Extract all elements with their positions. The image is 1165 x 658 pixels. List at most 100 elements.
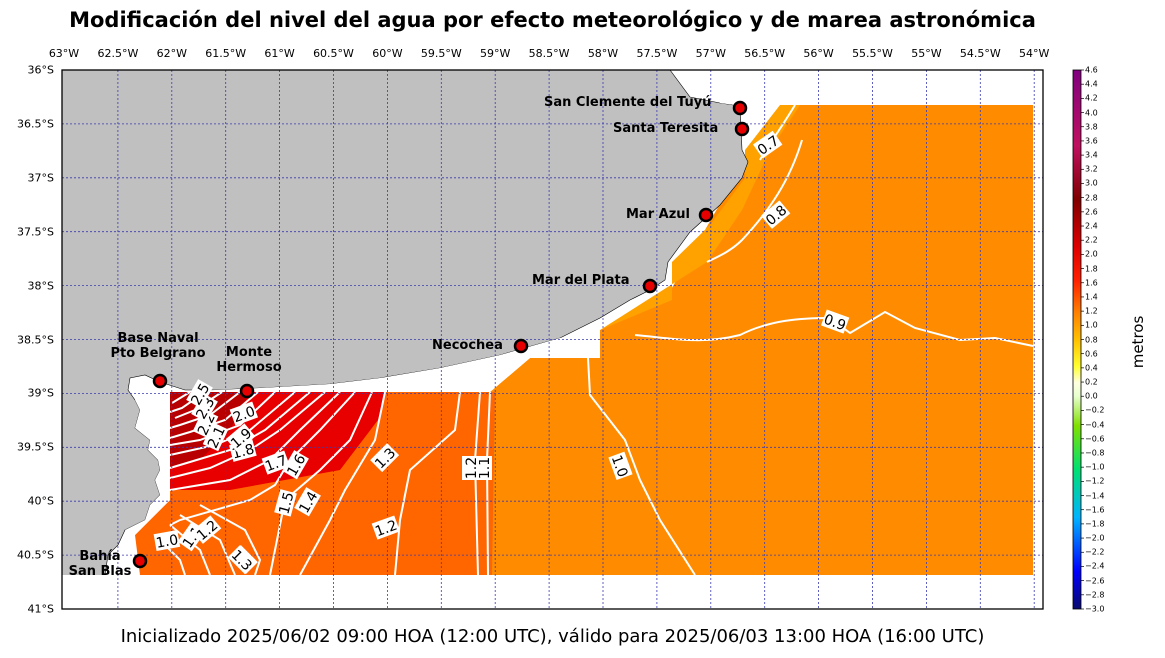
lat-tick-label: 37°S xyxy=(27,171,54,185)
nodata-north-east xyxy=(690,70,1043,135)
lat-tick-label: 41°S xyxy=(27,602,54,616)
contour-label: 0.9 xyxy=(820,309,850,335)
colorbar-tick-label: −0.6 xyxy=(1085,434,1105,444)
colorbar-tick-label: −1.6 xyxy=(1085,505,1105,515)
contour-label: 1.2 xyxy=(371,515,401,541)
colorbar-tick-label: 3.6 xyxy=(1085,136,1098,146)
lon-tick-label: 56.5°W xyxy=(744,47,786,60)
contour-label: 1.2 xyxy=(462,456,480,480)
station-markers xyxy=(132,100,750,569)
lon-tick-label: 54°W xyxy=(1019,47,1050,60)
colorbar-tick-label: 4.4 xyxy=(1085,79,1098,89)
lon-tick-label: 62.5°W xyxy=(97,47,139,60)
colorbar-tick-label: 2.8 xyxy=(1085,193,1098,203)
station-name: Base Naval Pto Belgrano xyxy=(110,331,206,361)
lat-tick-label: 38°S xyxy=(27,279,54,293)
svg-text:1.0: 1.0 xyxy=(608,453,631,479)
lon-tick-label: 56°W xyxy=(803,47,834,60)
lat-tick-label: 40°S xyxy=(27,494,54,508)
lat-tick-label: 39.5°S xyxy=(17,440,54,454)
svg-text:1.2: 1.2 xyxy=(464,457,480,479)
lon-tick-label: 61°W xyxy=(264,47,295,60)
station-marker xyxy=(642,278,658,294)
lon-tick-label: 54.5°W xyxy=(959,47,1001,60)
station-marker xyxy=(132,553,148,569)
colorbar-tick-label: 3.4 xyxy=(1085,150,1098,160)
lon-tick-label: 55°W xyxy=(911,47,942,60)
nodata-nearshore xyxy=(185,330,600,392)
lat-tick-label: 37.5°S xyxy=(17,225,54,239)
station-name: Mar del Plata xyxy=(532,273,630,288)
colorbar-tick-label: 1.0 xyxy=(1085,320,1098,330)
validity-caption: Inicializado 2025/06/02 09:00 HOA (12:00… xyxy=(120,626,985,647)
graticule xyxy=(62,70,1043,609)
colorbar-tick-label: −1.0 xyxy=(1085,462,1105,472)
colorbar-tick-label: 4.0 xyxy=(1085,108,1098,118)
colorbar-tick-label: −2.4 xyxy=(1085,561,1105,571)
colorbar-tick-label: −0.4 xyxy=(1085,420,1105,430)
colorbar-tick-label: −2.0 xyxy=(1085,533,1105,543)
lon-tick-label: 59°W xyxy=(480,47,511,60)
lon-tick-label: 59.5°W xyxy=(420,47,462,60)
svg-text:1.0: 1.0 xyxy=(155,532,180,552)
lon-tick-label: 60°W xyxy=(372,47,403,60)
station-marker xyxy=(513,338,529,354)
contour-labels: 0.70.80.91.01.11.21.21.31.31.41.51.61.71… xyxy=(153,130,850,574)
colorbar-tick-label: −0.2 xyxy=(1085,405,1105,415)
colorbar-tick-label: 3.8 xyxy=(1085,122,1098,132)
svg-text:2.0: 2.0 xyxy=(231,404,257,427)
colorbar-tick-label: 4.6 xyxy=(1085,65,1098,75)
lat-tick-label: 40.5°S xyxy=(17,548,54,562)
lon-tick-label: 55.5°W xyxy=(852,47,893,60)
station-marker xyxy=(732,100,748,116)
field-nearshore-north xyxy=(600,105,800,330)
station-name: San Clemente del Tuyú xyxy=(544,95,712,110)
colorbar-tick-label: −2.6 xyxy=(1085,576,1105,586)
lat-tick-label: 38.5°S xyxy=(17,333,54,346)
colorbar-tick-label: 3.0 xyxy=(1085,178,1098,188)
lon-tick-label: 58°W xyxy=(587,47,619,60)
lon-tick-label: 57°W xyxy=(695,47,726,60)
station-name: Bahía San Blas xyxy=(68,549,132,579)
page-title: Modificación del nivel del agua por efec… xyxy=(69,8,1036,32)
colorbar-tick-label: 2.4 xyxy=(1085,221,1098,231)
colorbar-label: metros xyxy=(1129,315,1147,369)
station-name: Necochea xyxy=(432,338,503,353)
contour-label: 1.0 xyxy=(608,451,633,481)
station-marker xyxy=(152,373,168,389)
contour-label: 1.7 xyxy=(261,450,291,475)
colorbar-tick-label: 2.0 xyxy=(1085,249,1098,259)
station-name: Monte Hermoso xyxy=(216,345,282,375)
svg-text:0.9: 0.9 xyxy=(821,312,847,335)
colorbar-tick-label: −2.2 xyxy=(1085,547,1105,557)
svg-text:1.5: 1.5 xyxy=(276,490,297,516)
station-marker xyxy=(239,383,255,399)
lat-tick-label: 36°S xyxy=(27,63,54,77)
contour-label: 1.0 xyxy=(153,530,181,552)
colorbar-tick-label: 0.4 xyxy=(1085,363,1098,373)
colorbar-tick-label: −1.8 xyxy=(1085,519,1105,529)
contour-label: 1.5 xyxy=(274,489,298,517)
colorbar xyxy=(1072,69,1082,610)
station-name: Santa Teresita xyxy=(613,121,719,136)
lat-tick-label: 39°S xyxy=(27,386,54,400)
svg-text:1.2: 1.2 xyxy=(373,518,399,541)
colorbar-tick-label: 1.4 xyxy=(1085,292,1098,302)
lon-tick-label: 57.5°W xyxy=(636,47,678,60)
colorbar-tick-label: 3.2 xyxy=(1085,164,1098,174)
colorbar-tick-label: 1.8 xyxy=(1085,264,1098,274)
colorbar-tick-label: −1.2 xyxy=(1085,476,1105,486)
colorbar-tick-label: −1.4 xyxy=(1085,491,1105,501)
station-marker xyxy=(734,121,750,137)
colorbar-tick-label: 4.2 xyxy=(1085,93,1098,103)
colorbar-tick-label: 0.0 xyxy=(1085,391,1098,401)
lon-tick-label: 63°W xyxy=(48,47,80,60)
lon-tick-label: 61.5°W xyxy=(205,47,247,60)
colorbar-tick-label: 2.2 xyxy=(1085,235,1098,245)
lon-tick-label: 58.5°W xyxy=(528,47,570,60)
contour-label: 1.1 xyxy=(475,456,493,480)
lat-tick-label: 36.5°S xyxy=(17,117,54,131)
station-name: Mar Azul xyxy=(626,207,690,222)
contour-label: 2.0 xyxy=(229,401,259,427)
